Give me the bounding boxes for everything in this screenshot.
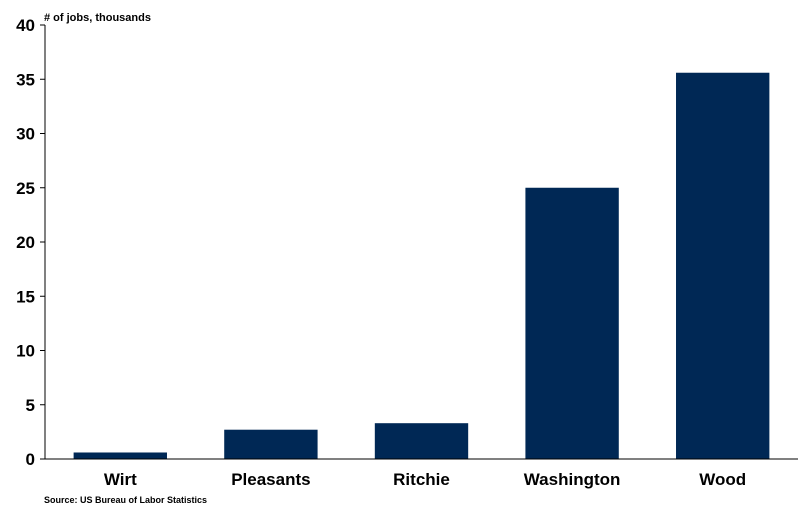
x-tick-label: Wirt — [104, 470, 137, 489]
x-tick-label: Washington — [524, 470, 621, 489]
bar-ritchie — [374, 423, 469, 459]
y-tick-label: 40 — [16, 16, 35, 35]
y-tick-label: 10 — [16, 342, 35, 361]
bars — [73, 72, 770, 460]
y-axis-label: # of jobs, thousands — [44, 12, 151, 24]
y-tick-label: 35 — [16, 70, 35, 89]
y-tick-label: 30 — [16, 125, 35, 144]
bar-wirt — [73, 452, 167, 459]
source-note: Source: US Bureau of Labor Statistics — [44, 495, 207, 505]
x-axis-labels: Wirt Pleasants Ritchie Washington Wood — [104, 470, 746, 489]
x-tick-label: Ritchie — [393, 470, 450, 489]
y-tick-label: 15 — [16, 287, 35, 306]
y-tick-label: 5 — [26, 396, 35, 415]
y-tick-label: 20 — [16, 233, 35, 252]
bar-washington — [525, 187, 619, 459]
x-tick-label: Pleasants — [231, 470, 310, 489]
y-tick-label: 25 — [16, 179, 35, 198]
x-tick-label: Wood — [699, 470, 746, 489]
bar-wood — [676, 72, 770, 460]
y-axis-ticks: 0 5 10 15 20 25 30 35 40 — [16, 16, 45, 469]
bar-pleasants — [224, 429, 318, 459]
y-tick-label: 0 — [26, 450, 35, 469]
